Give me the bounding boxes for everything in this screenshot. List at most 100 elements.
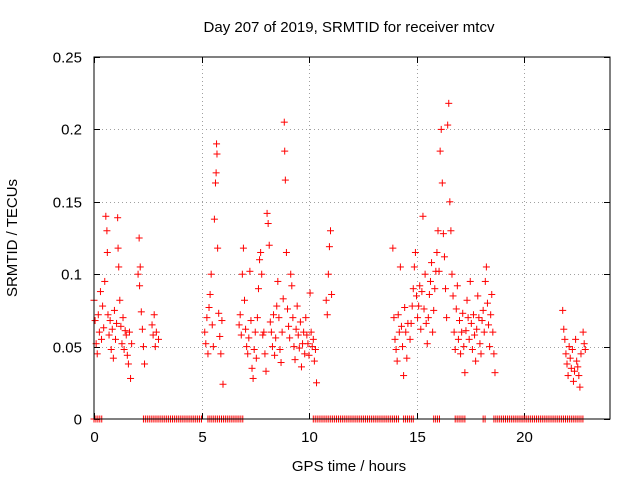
data-point bbox=[304, 340, 312, 348]
data-point bbox=[103, 248, 111, 256]
data-point bbox=[206, 290, 214, 298]
data-point bbox=[125, 328, 133, 336]
data-point bbox=[431, 285, 439, 293]
y-tick-label: 0 bbox=[74, 412, 82, 429]
data-point bbox=[241, 296, 248, 304]
data-point bbox=[407, 319, 415, 327]
data-point bbox=[91, 317, 99, 325]
data-point bbox=[438, 179, 446, 187]
data-point bbox=[116, 296, 124, 304]
data-point bbox=[440, 253, 448, 261]
data-point bbox=[290, 343, 298, 351]
data-point bbox=[217, 350, 225, 358]
data-point bbox=[276, 345, 284, 353]
data-point bbox=[575, 372, 583, 380]
data-point bbox=[573, 357, 581, 365]
data-point bbox=[444, 121, 452, 129]
data-point bbox=[235, 321, 243, 329]
data-point bbox=[485, 321, 493, 329]
data-point bbox=[421, 270, 429, 278]
data-point bbox=[263, 209, 271, 217]
data-point bbox=[248, 364, 256, 372]
data-point bbox=[409, 285, 417, 293]
data-point bbox=[566, 354, 574, 362]
data-point bbox=[128, 340, 136, 348]
data-point bbox=[395, 328, 403, 336]
chart-title: Day 207 of 2019, SRMTID for receiver mtc… bbox=[204, 19, 495, 36]
data-point bbox=[577, 350, 585, 358]
y-axis-label: SRMTID / TECUs bbox=[4, 179, 21, 297]
data-point bbox=[456, 317, 463, 325]
data-point bbox=[268, 343, 276, 351]
data-point bbox=[564, 372, 572, 380]
data-point bbox=[453, 282, 461, 290]
data-point bbox=[442, 285, 450, 293]
data-point bbox=[109, 354, 117, 362]
data-point bbox=[279, 295, 287, 303]
x-tick-label: 10 bbox=[301, 429, 318, 446]
data-point bbox=[281, 176, 289, 184]
data-point bbox=[260, 328, 268, 336]
data-point bbox=[216, 332, 224, 340]
x-tick-label: 0 bbox=[90, 429, 98, 446]
y-tick-label: 0.15 bbox=[53, 195, 82, 212]
data-point bbox=[254, 285, 262, 293]
data-point bbox=[328, 290, 336, 298]
data-point bbox=[237, 331, 245, 339]
data-point bbox=[93, 350, 101, 358]
data-point bbox=[324, 270, 332, 278]
data-point bbox=[480, 328, 488, 336]
data-point bbox=[464, 314, 472, 322]
data-point bbox=[408, 302, 416, 310]
y-tick-label: 0.2 bbox=[61, 122, 82, 139]
data-point bbox=[278, 328, 286, 336]
data-point bbox=[313, 379, 321, 387]
data-point bbox=[270, 311, 278, 319]
data-point bbox=[418, 288, 426, 296]
data-point bbox=[325, 243, 333, 251]
data-point bbox=[424, 314, 432, 322]
data-point bbox=[94, 311, 102, 319]
data-point bbox=[426, 277, 434, 285]
data-point bbox=[429, 328, 437, 336]
data-point bbox=[107, 345, 115, 353]
data-point bbox=[251, 328, 259, 336]
data-point bbox=[110, 306, 118, 314]
data-point bbox=[267, 328, 275, 336]
data-point bbox=[486, 343, 494, 351]
data-point bbox=[121, 327, 129, 335]
data-point bbox=[118, 340, 126, 348]
data-point bbox=[463, 296, 471, 304]
data-point bbox=[101, 277, 109, 285]
data-point bbox=[393, 357, 401, 365]
data-point bbox=[390, 314, 398, 322]
data-point bbox=[102, 212, 110, 220]
data-point bbox=[215, 309, 223, 317]
data-point bbox=[247, 317, 255, 325]
data-point bbox=[468, 345, 476, 353]
data-point bbox=[96, 288, 104, 296]
data-point bbox=[252, 354, 260, 362]
data-point bbox=[105, 331, 113, 339]
data-point bbox=[274, 277, 282, 285]
data-point bbox=[406, 335, 414, 343]
data-point bbox=[106, 317, 114, 325]
data-point bbox=[259, 331, 267, 339]
data-point bbox=[569, 377, 577, 385]
data-point bbox=[560, 325, 568, 333]
data-point bbox=[114, 244, 122, 252]
data-point bbox=[574, 363, 582, 371]
data-point bbox=[323, 311, 331, 319]
data-point bbox=[203, 314, 211, 322]
data-point bbox=[413, 292, 420, 300]
data-point bbox=[477, 350, 485, 358]
data-point bbox=[120, 345, 128, 353]
data-point bbox=[481, 277, 489, 285]
y-tick-label: 0.05 bbox=[53, 340, 82, 357]
data-point bbox=[100, 324, 108, 332]
data-point bbox=[286, 334, 294, 342]
data-point bbox=[482, 263, 490, 271]
data-point bbox=[135, 234, 143, 242]
data-point bbox=[401, 304, 409, 312]
